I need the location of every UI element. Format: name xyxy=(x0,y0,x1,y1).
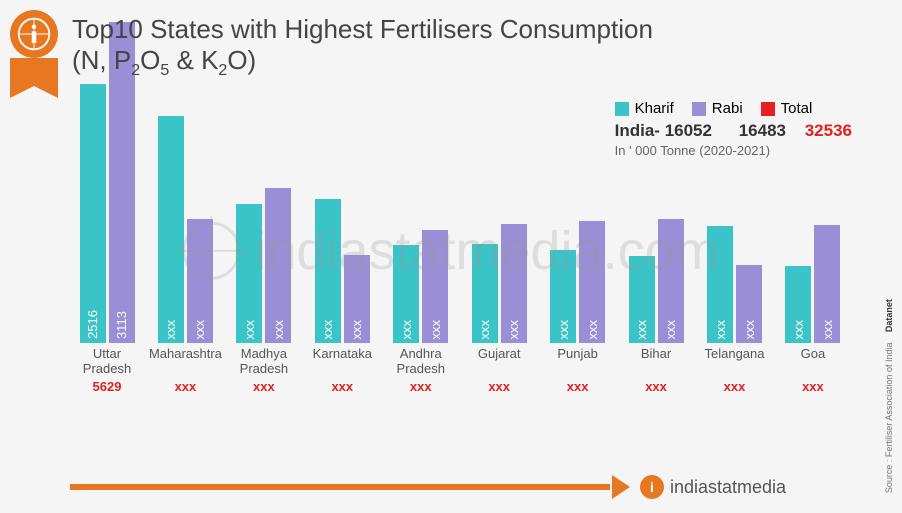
bar-value-rabi: xxx xyxy=(428,316,443,344)
state-name: MadhyaPradesh xyxy=(240,347,288,377)
state-name: Gujarat xyxy=(478,347,521,377)
state-name: UttarPradesh xyxy=(83,347,131,377)
bar-kharif: xxx xyxy=(236,204,262,343)
state-total: xxx xyxy=(645,379,667,394)
bar-kharif: 2516 xyxy=(80,84,106,343)
bar-kharif: xxx xyxy=(393,245,419,343)
bar-rabi: xxx xyxy=(344,255,370,343)
bar-value-kharif: xxx xyxy=(556,316,571,344)
state-group: xxx xxx Goa xxx xyxy=(776,13,850,394)
legend-swatch-rabi xyxy=(692,102,706,116)
ribbon-decoration xyxy=(10,58,58,86)
bar-rabi: xxx xyxy=(658,219,684,343)
bar-pair: xxx xxx xyxy=(785,13,840,343)
bar-pair: xxx xxx xyxy=(707,13,762,343)
state-name: Punjab xyxy=(557,347,597,377)
bar-value-rabi: xxx xyxy=(742,316,757,344)
footer-arrow-icon xyxy=(612,475,630,499)
bar-kharif: xxx xyxy=(629,256,655,343)
legend-swatch-kharif xyxy=(615,102,629,116)
state-name: Goa xyxy=(801,347,826,377)
state-name: Karnataka xyxy=(313,347,372,377)
bar-value-rabi: xxx xyxy=(192,316,207,344)
bar-value-rabi: xxx xyxy=(349,316,364,344)
legend-total: Total xyxy=(761,100,813,117)
source-text: Source : Fertiliser Association of India… xyxy=(884,299,894,493)
footer-logo-badge: i xyxy=(640,475,664,499)
legend-row: Kharif Rabi Total xyxy=(615,100,852,117)
bar-value-rabi: xxx xyxy=(585,316,600,344)
bar-rabi: xxx xyxy=(501,224,527,343)
bar-value-rabi: xxx xyxy=(820,316,835,344)
state-total: xxx xyxy=(175,379,197,394)
bar-kharif: xxx xyxy=(785,266,811,343)
state-group: xxx xxx Telangana xxx xyxy=(698,13,772,394)
unit-label: In ' 000 Tonne (2020-2021) xyxy=(615,143,852,158)
info-badge-icon xyxy=(10,10,58,58)
state-name: Telangana xyxy=(705,347,765,377)
bar-rabi: xxx xyxy=(579,221,605,343)
bar-value-kharif: xxx xyxy=(242,316,257,344)
bar-value-rabi: xxx xyxy=(271,316,286,344)
bar-rabi: xxx xyxy=(814,225,840,343)
bar-value-kharif: 2516 xyxy=(85,306,100,343)
state-total: xxx xyxy=(724,379,746,394)
bar-value-rabi: xxx xyxy=(663,316,678,344)
footer-logo: i indiastatmedia xyxy=(640,475,786,499)
bar-kharif: xxx xyxy=(315,199,341,343)
state-name: Bihar xyxy=(641,347,671,377)
state-name: AndhraPradesh xyxy=(397,347,445,377)
bar-kharif: xxx xyxy=(158,116,184,343)
bar-value-kharif: xxx xyxy=(713,316,728,344)
chart-title: Top10 States with Highest Fertilisers Co… xyxy=(72,14,653,45)
legend-rabi: Rabi xyxy=(692,100,743,117)
state-total: 5629 xyxy=(93,379,122,394)
footer-track xyxy=(70,484,610,490)
bar-kharif: xxx xyxy=(707,226,733,343)
legend: Kharif Rabi Total India- 16052 16483 325… xyxy=(615,100,852,158)
bar-value-kharif: xxx xyxy=(399,316,414,344)
state-total: xxx xyxy=(331,379,353,394)
chart-subtitle: (N, P2O5 & K2O) xyxy=(72,45,653,80)
bar-value-kharif: xxx xyxy=(320,316,335,344)
bar-value-rabi: 3113 xyxy=(114,307,129,343)
state-total: xxx xyxy=(410,379,432,394)
bar-value-rabi: xxx xyxy=(506,316,521,344)
state-total: xxx xyxy=(802,379,824,394)
bar-value-kharif: xxx xyxy=(477,316,492,344)
bar-kharif: xxx xyxy=(472,244,498,343)
bar-value-kharif: xxx xyxy=(634,316,649,344)
state-name: Maharashtra xyxy=(149,347,222,377)
state-total: xxx xyxy=(567,379,589,394)
bar-value-kharif: xxx xyxy=(791,316,806,344)
bar-value-kharif: xxx xyxy=(163,316,178,344)
legend-kharif: Kharif xyxy=(615,100,674,117)
title-area: Top10 States with Highest Fertilisers Co… xyxy=(72,14,653,80)
bar-rabi: xxx xyxy=(187,219,213,343)
state-total: xxx xyxy=(488,379,510,394)
bar-rabi: xxx xyxy=(736,265,762,343)
bar-rabi: xxx xyxy=(422,230,448,343)
bar-kharif: xxx xyxy=(550,250,576,343)
state-total: xxx xyxy=(253,379,275,394)
footer-bar: i indiastatmedia xyxy=(70,473,786,501)
bar-rabi: xxx xyxy=(265,188,291,343)
legend-swatch-total xyxy=(761,102,775,116)
india-totals: India- 16052 16483 32536 xyxy=(615,121,852,141)
